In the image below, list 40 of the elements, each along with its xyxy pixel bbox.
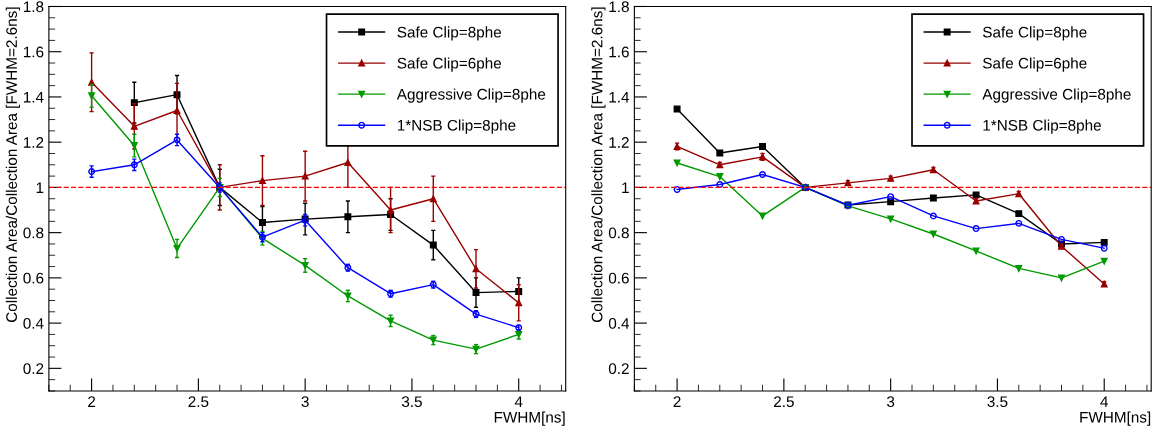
y-tick-label: 0.4 [23,317,44,329]
x-axis-title: FWHM[ns] [494,411,565,426]
y-tick-label: 0.2 [608,363,629,375]
x-axis-title: FWHM[ns] [1080,411,1151,426]
x-tick-label: 2.5 [188,396,209,408]
y-tick-label: 0.2 [23,363,44,375]
x-tick-label: 3 [886,396,895,408]
y-tick-label: 1.6 [609,46,629,58]
x-tick-label: 3.5 [987,396,1008,408]
legend-label: Aggressive Clip=8phe [982,88,1131,103]
legend-label: 1*NSB Clip=8phe [983,119,1101,134]
legend-label: 1*NSB Clip=8phe [397,119,516,134]
legend-label: Safe Clip=8phe [982,26,1087,41]
x-tick-label: 4 [1100,396,1109,407]
y-tick-label: 0.6 [23,272,44,284]
y-tick-label: 1.8 [609,1,629,13]
y-tick-label: 1.4 [609,91,630,103]
x-tick-label: 2.5 [774,396,794,408]
legend-label: Safe Clip=6phe [397,57,502,72]
legend-label: Safe Clip=8phe [397,26,502,41]
legend-label: Aggressive Clip=8phe [396,88,546,103]
y-tick-label: 0.4 [608,317,630,329]
x-tick-label: 4 [514,396,523,407]
y-tick-label: 0.8 [608,227,629,239]
y-axis-title: Collection Area/Collection Area [FWHM=2.6ns] [5,7,21,322]
x-tick-label: 2 [673,396,681,407]
y-tick-label: 1.4 [23,91,44,103]
y-tick-label: 1.6 [23,46,44,58]
y-tick-label: 0.6 [608,272,629,284]
y-axis-title: Collection Area/Collection Area [FWHM=2.6ns] [591,7,606,322]
y-tick-label: 1.2 [23,137,44,148]
x-tick-label: 2 [88,396,96,407]
y-tick-label: 1 [36,182,44,193]
x-tick-label: 3 [301,396,309,408]
y-tick-label: 0.8 [23,227,44,239]
y-tick-label: 1.2 [609,137,629,148]
x-tick-label: 3.5 [401,396,422,408]
legend-label: Safe Clip=6phe [982,57,1087,72]
y-tick-label: 1 [622,182,629,193]
y-tick-label: 1.8 [23,1,44,13]
